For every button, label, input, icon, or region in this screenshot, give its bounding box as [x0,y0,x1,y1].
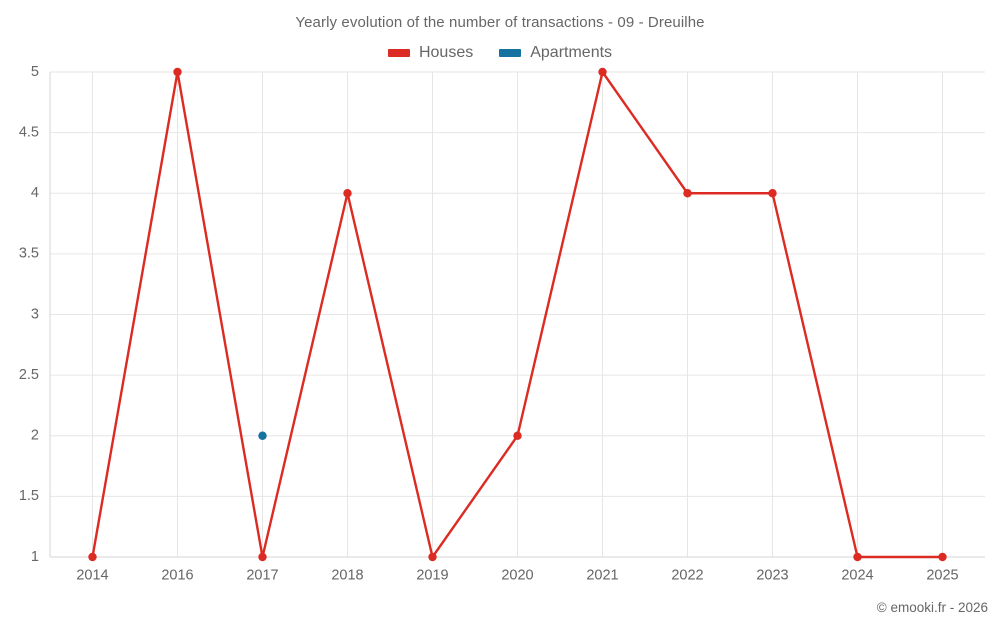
series-houses [88,67,947,562]
x-tick-label: 2025 [926,568,958,584]
data-point-houses[interactable] [768,189,777,198]
x-tick-labels: 2014 2016 2017 2018 2019 2020 2021 2022 2023 2024… [76,568,958,584]
data-point-houses[interactable] [173,67,182,77]
y-tick-label: 1 [31,549,39,565]
data-point-houses[interactable] [428,552,437,562]
y-tick-label: 3 [31,306,39,322]
x-tick-label: 2017 [246,568,278,584]
chart-title: Yearly evolution of the number of transa… [295,14,705,31]
data-point-houses[interactable] [513,431,522,440]
x-tick-label: 2014 [76,568,108,584]
legend-label-houses: Houses [418,44,474,61]
y-tick-label: 2 [31,428,39,444]
legend-item-houses[interactable]: Houses [387,44,474,62]
legend-label-apartments: Apartments [530,44,613,61]
y-tick-label: 1.5 [19,488,39,504]
copyright-footer: © emooki.fr - 2026 [876,600,988,615]
series-apartments [258,431,267,440]
x-tick-label: 2024 [841,568,873,584]
data-point-houses[interactable] [853,552,862,562]
x-tick-label: 2020 [501,568,533,584]
x-tick-label: 2019 [416,568,448,584]
data-point-houses[interactable] [258,552,267,562]
legend-swatch-houses [387,49,410,57]
data-point-houses[interactable] [938,552,947,562]
x-tick-label: 2023 [756,568,788,584]
legend-item-apartments[interactable]: Apartments [499,44,612,62]
y-tick-label: 5 [31,64,39,80]
y-tick-label: 4 [31,185,39,201]
axis-lines [49,72,985,558]
data-point-houses[interactable] [88,552,97,562]
chart-legend: Houses Apartments [0,44,1000,62]
x-tick-label: 2022 [671,568,703,584]
data-point-houses[interactable] [598,67,607,77]
data-point-apartments[interactable] [258,431,267,440]
x-tick-label: 2018 [331,568,363,584]
grid-lines [50,71,985,558]
y-tick-labels: 1 1.5 2 2.5 3 3.5 4 4.5 5 [19,64,39,565]
x-tick-label: 2016 [161,568,193,584]
legend-swatch-apartments [499,49,522,57]
data-point-houses[interactable] [343,189,352,198]
data-point-houses[interactable] [683,189,692,198]
y-tick-label: 4.5 [19,124,39,140]
y-tick-label: 2.5 [19,367,39,383]
x-tick-label: 2021 [586,568,618,584]
y-tick-label: 3.5 [19,246,39,262]
